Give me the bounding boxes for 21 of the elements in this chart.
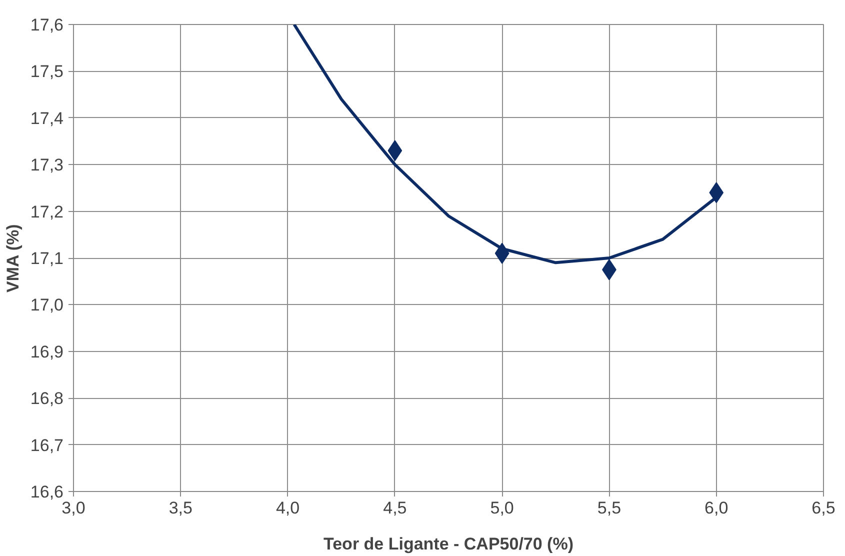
x-tick-label: 5,0 xyxy=(490,498,514,518)
x-tick-label: 6,0 xyxy=(704,498,728,518)
y-tick-label: 17,0 xyxy=(30,296,64,315)
x-tick-label: 5,5 xyxy=(597,498,622,518)
x-tick-label: 3,5 xyxy=(168,498,192,518)
y-tick-label: 17,2 xyxy=(30,202,64,222)
y-tick-label: 16,7 xyxy=(30,436,64,455)
y-tick-label: 17,4 xyxy=(30,108,64,128)
y-tick-label: 17,5 xyxy=(30,62,64,82)
y-tick-label: 16,9 xyxy=(30,342,64,362)
x-tick-label: 4,5 xyxy=(383,498,407,518)
x-tick-label: 6,5 xyxy=(812,498,836,518)
y-tick-label: 16,8 xyxy=(30,389,64,408)
y-tick-label: 17,1 xyxy=(30,249,64,268)
y-tick-label: 16,6 xyxy=(30,482,64,502)
x-tick-label: 3,0 xyxy=(62,498,86,518)
x-tick-label: 4,0 xyxy=(276,498,300,518)
y-tick-label: 17,6 xyxy=(30,16,64,34)
y-axis-title: VMA (%) xyxy=(3,224,22,292)
x-axis-title: Teor de Ligante - CAP50/70 (%) xyxy=(323,534,574,554)
y-tick-label: 17,3 xyxy=(30,156,64,175)
